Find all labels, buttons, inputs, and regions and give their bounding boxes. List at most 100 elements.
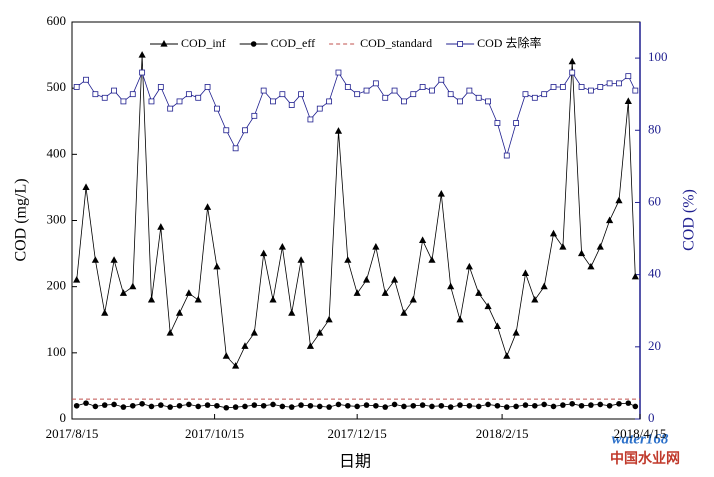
square-marker	[401, 98, 407, 105]
circle-marker	[288, 404, 295, 410]
square-marker	[419, 84, 426, 90]
circle-marker	[176, 402, 183, 409]
square-marker	[578, 84, 585, 90]
circle-marker	[401, 403, 407, 410]
circle-marker	[438, 402, 445, 409]
square-marker	[354, 91, 361, 98]
triangle-marker	[334, 127, 343, 134]
triangle-marker	[390, 276, 399, 283]
square-marker	[494, 120, 501, 126]
square-marker	[588, 87, 594, 94]
triangle-marker	[316, 328, 324, 336]
circle-marker	[139, 400, 145, 407]
y-axis-label: COD (mg/L)	[13, 178, 30, 261]
circle-marker	[382, 404, 389, 410]
y2-tick-label: 80	[648, 121, 661, 136]
square-marker	[372, 80, 379, 87]
circle-marker	[597, 401, 604, 408]
circle-marker	[158, 402, 164, 408]
square-marker	[569, 69, 576, 76]
triangle-marker	[269, 295, 277, 303]
square-marker	[223, 127, 230, 134]
circle-marker	[83, 400, 89, 406]
square-marker	[531, 94, 538, 101]
square-marker	[232, 145, 239, 152]
triangle-marker	[437, 190, 445, 197]
triangle-marker	[250, 328, 258, 336]
triangle-marker	[400, 309, 408, 316]
circle-marker	[494, 402, 501, 409]
circle-marker	[167, 404, 173, 410]
triangle-marker	[484, 302, 492, 310]
square-marker	[485, 98, 491, 105]
triangle-marker	[587, 262, 595, 270]
square-marker	[73, 84, 80, 90]
x-tick-label: 2018/2/15	[476, 426, 529, 441]
triangle-marker	[194, 295, 202, 303]
triangle-marker	[185, 289, 193, 296]
triangle-marker	[160, 40, 168, 47]
circle-marker	[73, 402, 80, 409]
triangle-marker	[91, 256, 99, 263]
square-marker	[316, 105, 323, 112]
triangle-marker	[353, 289, 361, 296]
square-marker	[457, 98, 463, 105]
triangle-marker	[157, 223, 165, 230]
circle-marker	[513, 403, 519, 410]
y-tick-label: 100	[47, 344, 67, 359]
circle-marker	[298, 402, 304, 408]
square-marker	[83, 76, 89, 83]
y2-tick-label: 20	[648, 338, 661, 353]
square-marker	[242, 127, 248, 134]
square-marker	[195, 94, 202, 101]
triangle-marker	[82, 183, 90, 191]
circle-marker	[260, 402, 267, 409]
triangle-marker	[428, 256, 436, 263]
square-marker	[185, 91, 192, 98]
triangle-marker	[493, 322, 502, 329]
square-marker	[279, 91, 286, 98]
y-tick-label: 200	[47, 278, 67, 293]
square-marker	[204, 84, 211, 90]
triangle-marker	[260, 249, 268, 257]
square-marker	[344, 84, 351, 90]
circle-marker	[223, 404, 230, 411]
circle-marker	[569, 400, 576, 407]
triangle-marker	[409, 295, 417, 303]
circle-marker	[148, 403, 155, 410]
triangle-marker	[596, 242, 604, 250]
square-marker	[457, 41, 464, 47]
square-marker	[335, 69, 342, 76]
square-marker	[326, 98, 333, 105]
triangle-marker	[549, 229, 558, 237]
circle-marker	[503, 404, 510, 410]
circle-marker	[316, 403, 323, 410]
square-marker	[139, 69, 146, 76]
circle-marker	[606, 402, 613, 409]
square-marker	[288, 102, 295, 108]
circle-marker	[616, 400, 622, 407]
triangle-marker	[344, 256, 352, 263]
circle-marker	[129, 402, 136, 409]
triangle-marker	[166, 328, 174, 336]
circle-marker	[251, 402, 258, 408]
legend-label: COD_eff	[271, 36, 315, 50]
triangle-marker	[306, 342, 315, 349]
triangle-marker	[297, 256, 305, 263]
triangle-marker	[372, 242, 380, 250]
circle-marker	[475, 403, 482, 410]
circle-marker	[186, 401, 192, 408]
triangle-marker	[203, 203, 212, 210]
triangle-marker	[325, 315, 333, 323]
circle-marker	[429, 403, 435, 410]
triangle-marker	[362, 276, 371, 283]
square-marker	[410, 91, 417, 98]
triangle-marker	[568, 57, 576, 65]
circle-marker	[101, 402, 108, 408]
circle-marker	[560, 402, 566, 408]
triangle-marker	[615, 196, 623, 204]
square-marker	[363, 87, 370, 94]
square-marker	[92, 91, 99, 98]
y2-tick-label: 100	[648, 49, 668, 64]
